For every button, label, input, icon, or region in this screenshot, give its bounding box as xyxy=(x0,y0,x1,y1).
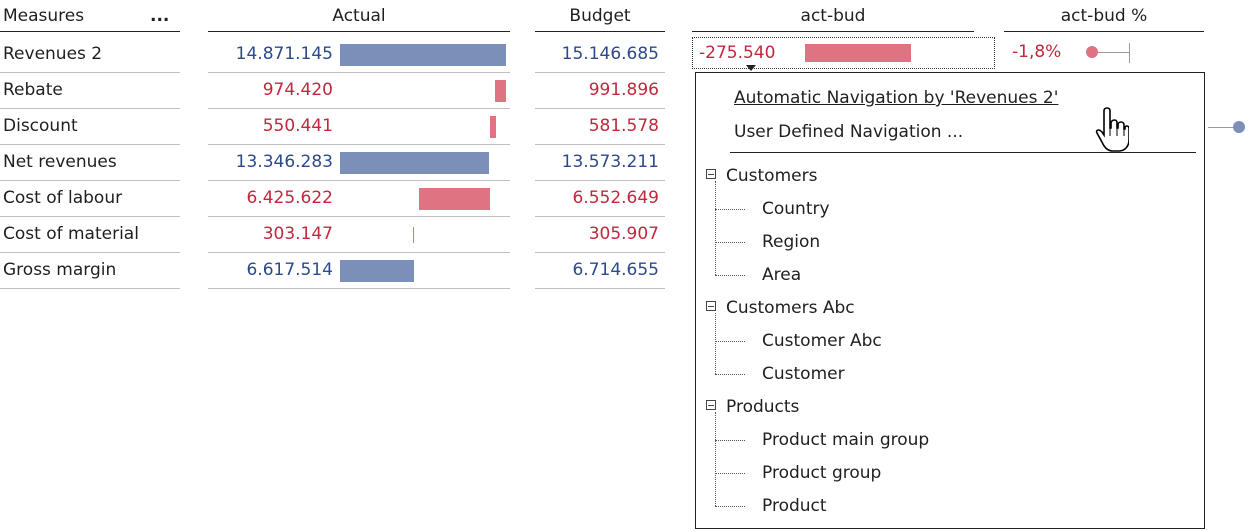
tree-connector xyxy=(715,242,745,243)
tree-item[interactable]: Region xyxy=(762,232,821,252)
tree-collapse-icon[interactable] xyxy=(706,301,716,311)
tree-item[interactable]: Country xyxy=(762,199,830,219)
table-row[interactable]: Discount 550.441 581.578 xyxy=(0,109,1252,145)
row-label[interactable]: Gross margin xyxy=(0,253,180,289)
header-actual[interactable]: Actual xyxy=(208,2,510,32)
lollipop-dot xyxy=(1086,46,1098,58)
tree-connector xyxy=(715,440,745,441)
tree-collapse-icon[interactable] xyxy=(706,169,716,179)
actual-value: 974.420 xyxy=(262,80,333,100)
actual-cell[interactable]: 14.871.145 xyxy=(208,37,510,73)
act-bud-bar xyxy=(805,44,911,62)
budget-cell[interactable]: 305.907 xyxy=(535,217,665,253)
tree-item[interactable]: Area xyxy=(762,265,802,285)
row-label[interactable]: Net revenues xyxy=(0,145,180,181)
row-label[interactable]: Cost of material xyxy=(0,217,180,253)
table-row[interactable]: Revenues 2 14.871.145 15.146.685 xyxy=(0,37,1252,73)
table-row[interactable]: Gross margin 6.617.514 6.714.655 xyxy=(0,253,1252,289)
tree-item[interactable]: Product group xyxy=(762,463,882,483)
actual-bar xyxy=(340,152,489,174)
tree-connector xyxy=(715,412,716,506)
budget-value: 15.146.685 xyxy=(561,44,659,64)
header-budget[interactable]: Budget xyxy=(535,2,665,32)
act-bud-cell-selected[interactable]: -275.540 xyxy=(692,37,995,71)
tree-connector xyxy=(715,341,745,342)
actual-cell[interactable]: 6.425.622 xyxy=(208,181,510,217)
header-measures-label: Measures xyxy=(3,6,85,26)
act-bud-pct-value: -1,8% xyxy=(1012,42,1062,62)
budget-cell[interactable]: 13.573.211 xyxy=(535,145,665,181)
lollipop-line-discount xyxy=(1208,127,1236,128)
budget-value: 6.714.655 xyxy=(572,260,659,280)
menu-separator xyxy=(730,152,1196,153)
header-act-bud[interactable]: act-bud xyxy=(692,2,974,32)
budget-cell[interactable]: 991.896 xyxy=(535,73,665,109)
lollipop-line xyxy=(1094,52,1130,53)
budget-value: 13.573.211 xyxy=(561,152,659,172)
budget-value: 6.552.649 xyxy=(572,188,659,208)
header-act-bud-pct[interactable]: act-bud % xyxy=(1004,2,1204,32)
zero-tick xyxy=(1129,43,1130,63)
table-row[interactable]: Rebate 974.420 991.896 xyxy=(0,73,1252,109)
hand-pointer-icon xyxy=(1095,107,1129,152)
table-row[interactable]: Cost of material 303.147 305.907 xyxy=(0,217,1252,253)
act-bud-value: -275.540 xyxy=(699,43,776,63)
actual-value: 6.617.514 xyxy=(246,260,333,280)
caret-down-icon[interactable] xyxy=(746,65,756,71)
actual-value: 13.346.283 xyxy=(235,152,333,172)
header-measures[interactable]: Measures ... xyxy=(0,2,180,32)
actual-bar xyxy=(495,80,506,102)
row-label[interactable]: Discount xyxy=(0,109,180,145)
budget-cell[interactable]: 15.146.685 xyxy=(535,37,665,73)
tree-item[interactable]: Customer xyxy=(762,364,845,384)
tree-connector xyxy=(715,275,745,276)
actual-cell[interactable]: 974.420 xyxy=(208,73,510,109)
table-row[interactable]: Net revenues 13.346.283 13.573.211 xyxy=(0,145,1252,181)
budget-cell[interactable]: 6.714.655 xyxy=(535,253,665,289)
tree-item[interactable]: Customer Abc xyxy=(762,331,882,351)
row-label[interactable]: Revenues 2 xyxy=(0,37,180,73)
measures-more-button[interactable]: ... xyxy=(150,6,170,26)
budget-cell[interactable]: 581.578 xyxy=(535,109,665,145)
actual-cell[interactable]: 303.147 xyxy=(208,217,510,253)
actual-value: 6.425.622 xyxy=(246,188,333,208)
actual-bar xyxy=(490,116,496,138)
actual-bar xyxy=(340,44,506,66)
tree-collapse-icon[interactable] xyxy=(706,400,716,410)
actual-bar xyxy=(340,260,414,282)
tree-group-label: Products xyxy=(726,397,800,417)
tree-group-label: Customers xyxy=(726,166,818,186)
actual-cell[interactable]: 550.441 xyxy=(208,109,510,145)
actual-cell[interactable]: 13.346.283 xyxy=(208,145,510,181)
tree-connector xyxy=(715,313,716,374)
budget-value: 581.578 xyxy=(588,116,659,136)
row-label[interactable]: Cost of labour xyxy=(0,181,180,217)
tree-connector xyxy=(715,181,716,275)
actual-value: 303.147 xyxy=(262,224,333,244)
budget-cell[interactable]: 6.552.649 xyxy=(535,181,665,217)
tree-connector xyxy=(715,506,745,507)
table-row[interactable]: Cost of labour 6.425.622 6.552.649 xyxy=(0,181,1252,217)
tree-item[interactable]: Product xyxy=(762,496,827,516)
actual-cell[interactable]: 6.617.514 xyxy=(208,253,510,289)
actual-value: 14.871.145 xyxy=(235,44,333,64)
lollipop-dot-discount xyxy=(1233,121,1245,133)
budget-value: 305.907 xyxy=(588,224,659,244)
actual-value: 550.441 xyxy=(262,116,333,136)
actual-bar xyxy=(419,188,490,210)
menu-item-automatic-navigation[interactable]: Automatic Navigation by 'Revenues 2' xyxy=(734,88,1059,108)
actual-bar xyxy=(413,227,414,243)
tree-item[interactable]: Product main group xyxy=(762,430,930,450)
tree-connector xyxy=(715,209,745,210)
menu-item-user-defined-navigation[interactable]: User Defined Navigation ... xyxy=(734,122,964,142)
act-bud-pct-cell[interactable]: -1,8% xyxy=(1004,37,1204,69)
tree-connector xyxy=(715,374,745,375)
row-label[interactable]: Rebate xyxy=(0,73,180,109)
budget-value: 991.896 xyxy=(588,80,659,100)
tree-group-label: Customers Abc xyxy=(726,298,855,318)
tree-connector xyxy=(715,473,745,474)
